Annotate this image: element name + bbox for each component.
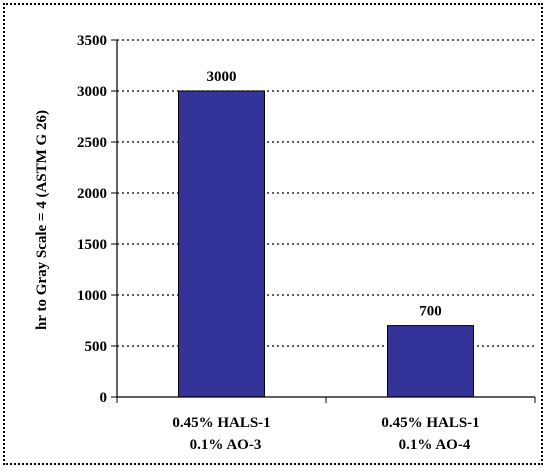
y-tick-label: 2500	[77, 135, 107, 151]
y-tick-label: 3500	[77, 33, 107, 49]
bar	[178, 90, 265, 398]
x-tick-label: 0.45% HALS-1	[172, 415, 270, 431]
y-tick-label: 3000	[77, 84, 107, 100]
x-tick-label: 0.1% AO-4	[399, 437, 471, 453]
bar	[387, 325, 474, 398]
data-label: 3000	[207, 69, 237, 85]
y-tick-labels: 0 500 1000 1500 2000 2500 3000 3500	[77, 33, 107, 406]
y-tick-label: 500	[85, 339, 108, 355]
y-tick-label: 2000	[77, 186, 107, 202]
x-tick-label: 0.1% AO-3	[190, 437, 262, 453]
x-tick-labels: 0.45% HALS-1 0.1% AO-3 0.45% HALS-1 0.1% AO…	[172, 415, 479, 453]
x-tick-label: 0.45% HALS-1	[381, 415, 479, 431]
y-tick-label: 0	[100, 390, 108, 406]
bars	[178, 90, 474, 398]
data-label: 700	[419, 304, 442, 320]
y-tick-label: 1000	[77, 288, 107, 304]
y-axis-label: hr to Gray Scale = 4 (ASTM G 26)	[34, 110, 50, 330]
chart-frame	[3, 3, 543, 465]
axes	[111, 39, 536, 403]
y-tick-label: 1500	[77, 237, 107, 253]
data-labels: 3000 700	[207, 69, 442, 320]
